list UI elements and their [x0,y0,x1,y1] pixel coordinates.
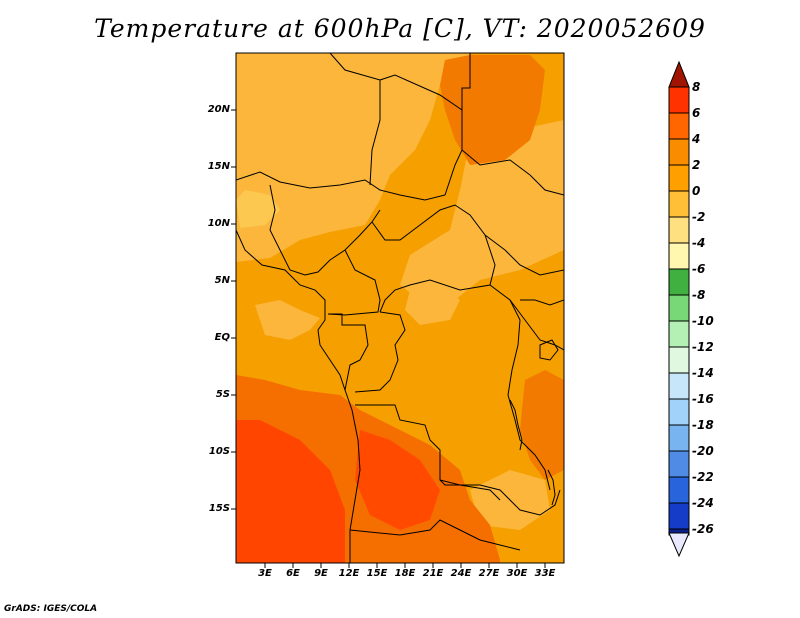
lake-victoria [539,339,559,361]
country-borders [236,53,564,563]
border-angola-south [349,519,521,551]
border-drc-east [489,284,564,351]
lake-malawi [547,469,556,506]
colorbar-label-m22: -22 [692,470,714,484]
lat-label-15n: 15N [207,161,230,172]
colorbar-box-14 [668,424,690,452]
colorbar-box-4 [668,164,690,192]
lon-label-9e: 9E [314,568,328,579]
lat-label-10s: 10S [208,446,230,457]
colorbar-box-16 [668,476,690,504]
colorbar-box-10 [668,320,690,348]
lat-label-10n: 10N [207,218,230,229]
colorbar-label-m10: -10 [692,314,714,328]
colorbar-box-12 [668,372,690,400]
colorbar-box-3 [668,138,690,166]
grads-credit: GrADS: IGES/COLA [4,604,98,614]
colorbar-label-m18: -18 [692,418,714,432]
field-light-coast [236,190,280,228]
colorbar [668,60,690,558]
border-drc-west [354,311,406,393]
lon-label-12e: 12E [338,568,360,579]
field-warm-east [520,370,564,480]
lake-tanganyika [509,399,523,451]
border-zambia [439,479,561,516]
lat-label-5n: 5N [214,275,230,286]
colorbar-box-7 [668,242,690,270]
lon-label-3e: 3E [258,568,272,579]
temperature-field [236,53,564,563]
lon-label-21e: 21E [422,568,444,579]
colorbar-label-4: 4 [692,132,701,146]
colorbar-box-9 [668,294,690,322]
coastline-west [236,229,361,563]
border-sahel [236,53,471,201]
lat-label-20n: 20N [207,104,230,115]
lon-ticks [264,563,546,568]
colorbar-label-m4: -4 [692,236,706,250]
field-hot-sw [236,420,345,563]
colorbar-box-5 [668,190,690,218]
colorbar-label-2: 2 [692,158,701,172]
colorbar-label-m16: -16 [692,392,714,406]
field-hot-s [355,430,440,530]
lon-label-6e: 6E [286,568,300,579]
field-light-east [400,120,564,300]
field-light-north [236,53,470,262]
field-light-center [405,285,460,325]
colorbar-label-m26: -26 [692,522,714,536]
colorbar-box-2 [668,112,690,140]
map-frame [235,52,565,564]
colorbar-bottom-arrow [668,532,690,558]
colorbar-box-6 [668,216,690,244]
colorbar-label-m14: -14 [692,366,714,380]
lon-label-24e: 24E [450,568,472,579]
colorbar-box-15 [668,450,690,478]
lon-label-15e: 15E [366,568,388,579]
colorbar-box-11 [668,346,690,374]
colorbar-label-m24: -24 [692,496,714,510]
border-sudan [461,149,564,196]
border-nigeria [269,184,381,276]
colorbar-label-m2: -2 [692,210,706,224]
border-uganda [520,299,564,306]
colorbar-label-m8: -8 [692,288,706,302]
border-south-sudan [484,234,564,276]
colorbar-label-8: 8 [692,80,701,94]
colorbar-box-13 [668,398,690,426]
map-title: Temperature at 600hPa [C], VT: 202005260… [94,14,706,43]
field-light-west [255,300,320,340]
lon-label-30e: 30E [506,568,528,579]
lat-label-eq: EQ [214,332,230,343]
colorbar-box-17 [668,502,690,530]
lat-label-5s: 5S [215,389,230,400]
lat-ticks [231,109,236,510]
border-niger-chad [369,80,381,186]
lat-label-15s: 15S [208,503,230,514]
border-libya-chad [329,53,463,111]
lon-label-27e: 27E [478,568,500,579]
border-east-lakes [507,299,551,491]
lon-label-33e: 33E [534,568,556,579]
field-warm-ne [440,55,545,165]
colorbar-label-m12: -12 [692,340,714,354]
lon-label-18e: 18E [394,568,416,579]
colorbar-label-m6: -6 [692,262,706,276]
border-car [371,204,496,313]
border-angola-north [355,404,501,501]
colorbar-top-arrow [668,60,690,88]
border-cameroon [327,249,381,316]
colorbar-box-8 [668,268,690,296]
colorbar-box-1 [668,86,690,114]
border-gabon-congo [328,313,369,391]
colorbar-label-0: 0 [692,184,701,198]
colorbar-label-6: 6 [692,106,701,120]
colorbar-label-m20: -20 [692,444,714,458]
